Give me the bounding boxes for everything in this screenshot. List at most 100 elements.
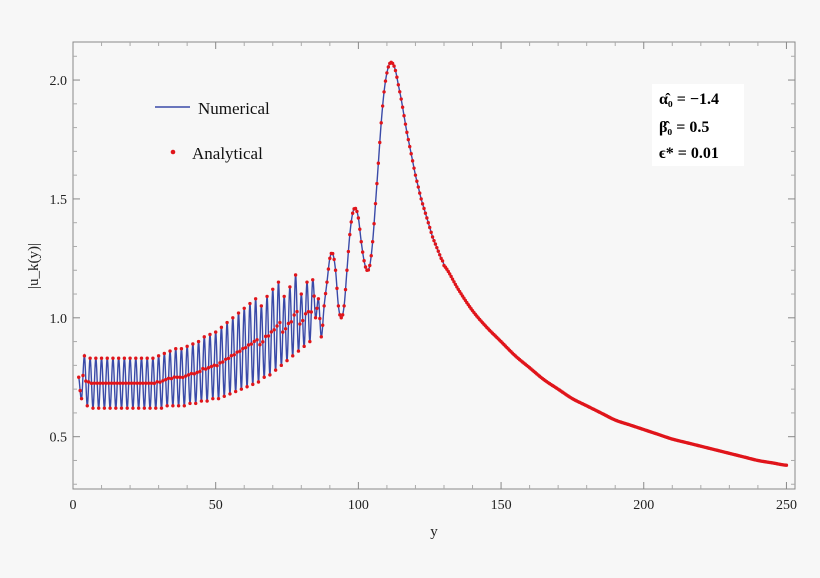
analytical-point xyxy=(313,316,318,320)
analytical-point xyxy=(330,251,335,256)
analytical-point xyxy=(305,280,309,284)
analytical-point xyxy=(101,381,105,385)
analytical-point xyxy=(119,406,124,410)
analytical-point xyxy=(784,463,789,467)
analytical-point xyxy=(363,265,368,269)
legend-analytical-label: Analytical xyxy=(192,144,263,163)
analytical-point xyxy=(216,396,221,401)
analytical-point xyxy=(175,375,179,379)
analytical-point xyxy=(209,364,214,369)
analytical-point xyxy=(98,381,102,385)
analytical-point xyxy=(375,181,379,186)
analytical-point xyxy=(238,349,242,353)
analytical-point xyxy=(366,268,371,272)
analytical-point xyxy=(84,379,88,383)
analytical-point xyxy=(81,373,85,378)
analytical-point xyxy=(218,361,222,365)
analytical-point xyxy=(111,356,115,360)
analytical-point xyxy=(392,64,396,68)
analytical-point xyxy=(380,104,385,108)
analytical-point xyxy=(286,321,291,326)
analytical-point xyxy=(241,346,245,351)
y-tick-label: 0.5 xyxy=(50,431,68,446)
analytical-point xyxy=(94,356,98,360)
analytical-point xyxy=(223,357,228,361)
analytical-point xyxy=(263,334,268,339)
analytical-point xyxy=(448,272,452,276)
analytical-point xyxy=(283,327,288,331)
analytical-point xyxy=(450,277,455,281)
analytical-point xyxy=(386,65,391,69)
legend-numerical-label: Numerical xyxy=(198,99,270,118)
analytical-point xyxy=(185,344,189,349)
analytical-point xyxy=(335,286,339,291)
analytical-point xyxy=(359,240,363,244)
analytical-point xyxy=(204,367,208,371)
analytical-point xyxy=(229,354,234,358)
analytical-point xyxy=(400,105,405,109)
analytical-point xyxy=(106,381,111,385)
analytical-point xyxy=(336,304,341,308)
analytical-point xyxy=(105,356,109,360)
analytical-point xyxy=(325,280,329,284)
analytical-point xyxy=(148,406,152,410)
analytical-point xyxy=(302,344,306,349)
analytical-point xyxy=(178,375,182,379)
analytical-point xyxy=(356,216,361,220)
parameter-box: α̂₀ = −1.4 β̂₀ = 0.5 ϵ* = 0.01 xyxy=(652,84,744,166)
analytical-point xyxy=(418,191,422,195)
analytical-point xyxy=(166,376,171,380)
analytical-point xyxy=(121,381,125,385)
analytical-point xyxy=(172,375,177,379)
analytical-point xyxy=(376,161,381,165)
analytical-point xyxy=(323,291,328,296)
x-tick-label: 100 xyxy=(348,498,369,513)
analytical-point xyxy=(306,310,311,314)
analytical-point xyxy=(403,122,408,126)
analytical-point xyxy=(104,381,108,385)
analytical-point xyxy=(255,338,259,342)
analytical-point xyxy=(322,304,326,308)
parameter-box-background xyxy=(652,84,744,166)
analytical-point xyxy=(439,256,443,261)
analytical-point xyxy=(350,211,355,215)
analytical-point xyxy=(115,381,119,385)
param-beta: β̂₀ = 0.5 xyxy=(659,119,709,136)
analytical-point xyxy=(125,406,129,410)
analytical-point xyxy=(343,287,348,292)
analytical-point xyxy=(430,235,435,239)
analytical-point xyxy=(162,351,167,356)
analytical-point xyxy=(245,385,249,389)
analytical-point xyxy=(128,356,132,360)
analytical-point xyxy=(256,380,261,384)
analytical-point xyxy=(102,406,107,410)
analytical-point xyxy=(132,381,137,385)
analytical-point xyxy=(293,273,298,277)
analytical-point xyxy=(382,90,386,94)
analytical-point xyxy=(118,381,122,385)
analytical-point xyxy=(164,377,168,382)
analytical-point xyxy=(201,366,205,371)
analytical-point xyxy=(169,376,174,381)
analytical-point xyxy=(174,347,178,351)
x-tick-label: 0 xyxy=(70,498,77,513)
analytical-point xyxy=(155,380,159,384)
analytical-point xyxy=(292,313,296,317)
analytical-point xyxy=(156,354,161,358)
analytical-point xyxy=(77,375,81,379)
analytical-point xyxy=(158,380,162,384)
analytical-point xyxy=(340,313,345,317)
y-tick-label: 1.5 xyxy=(50,193,68,208)
legend-analytical-swatch xyxy=(170,149,176,155)
analytical-point xyxy=(398,90,402,94)
analytical-point xyxy=(345,268,349,272)
analytical-point xyxy=(285,358,289,363)
analytical-point xyxy=(268,373,272,377)
analytical-point xyxy=(99,356,104,360)
analytical-point xyxy=(165,404,169,408)
analytical-point xyxy=(435,245,439,250)
analytical-point xyxy=(370,240,375,244)
analytical-point xyxy=(436,249,440,253)
analytical-point xyxy=(129,381,134,385)
analytical-point xyxy=(349,220,353,224)
